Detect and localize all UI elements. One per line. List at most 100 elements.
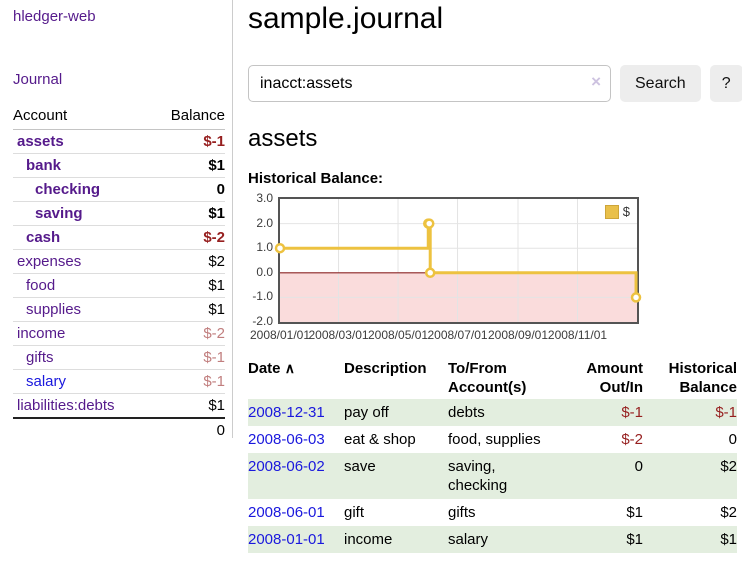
x-axis-tick-label: 2008/09/01 [487, 328, 549, 342]
account-row: assets $-1 [13, 129, 225, 154]
transaction-accounts: food, supplies [448, 431, 541, 448]
account-row: supplies $1 [13, 297, 225, 322]
account-heading: assets [248, 125, 318, 152]
register-row: 2008-06-03 eat & shop food, supplies $-2 0 [248, 426, 737, 453]
account-balance: $-2 [151, 225, 225, 250]
transaction-balance: $-1 [715, 404, 737, 421]
x-axis-tick-label: 2008/05/01 [367, 328, 429, 342]
transaction-description: save [344, 458, 376, 475]
chart-title: Historical Balance: [248, 170, 384, 187]
register-header-description: Description [344, 360, 427, 377]
transaction-amount: $1 [626, 531, 643, 548]
register-row: 2008-12-31 pay off debts $-1 $-1 [248, 399, 737, 426]
account-balance: $-1 [151, 129, 225, 154]
account-balance: $2 [151, 249, 225, 274]
account-link[interactable]: cash [26, 229, 61, 246]
account-row: salary $-1 [13, 369, 225, 394]
account-link[interactable]: salary [26, 373, 67, 390]
account-link[interactable]: checking [35, 181, 101, 198]
transaction-amount: $-2 [621, 431, 643, 448]
transaction-date-link[interactable]: 2008-06-03 [248, 431, 325, 448]
legend-label: $ [622, 204, 630, 219]
transaction-accounts: gifts [448, 504, 476, 521]
search-input[interactable] [248, 65, 611, 102]
y-axis-tick-label: 2.0 [256, 215, 273, 230]
register-row: 2008-06-02 save saving, checking 0 $2 [248, 453, 737, 499]
transaction-amount: $-1 [621, 404, 643, 421]
account-balance: $-1 [151, 345, 225, 370]
transaction-date-link[interactable]: 2008-06-02 [248, 458, 325, 475]
register-header-accounts: To/From Account(s) [448, 360, 527, 396]
transaction-balance: $2 [720, 504, 737, 521]
y-axis-tick-label: -1.0 [252, 289, 273, 304]
chart-legend: $ [602, 203, 632, 220]
register-header-balance: Historical Balance [668, 360, 737, 396]
main-content: sample.journal × Search ? assets Histori… [248, 0, 742, 553]
account-balance: $1 [151, 273, 225, 298]
legend-swatch-icon [604, 204, 619, 219]
account-link[interactable]: saving [35, 205, 83, 222]
y-axis-tick-label: 0.0 [256, 264, 273, 279]
sidebar: hledger-web Journal Account Balance asse… [0, 0, 233, 439]
account-balance: $1 [151, 153, 225, 178]
accounts-header-balance: Balance [151, 104, 225, 130]
transaction-date-link[interactable]: 2008-06-01 [248, 504, 325, 521]
transaction-description: income [344, 531, 393, 548]
account-link[interactable]: liabilities:debts [17, 397, 115, 414]
transaction-date-link[interactable]: 2008-01-01 [248, 531, 325, 548]
account-balance: $1 [151, 201, 225, 226]
account-link[interactable]: assets [17, 133, 64, 150]
brand-link[interactable]: hledger-web [13, 8, 96, 25]
transaction-balance: 0 [728, 431, 737, 448]
x-axis-tick-label: 2008/07/01 [427, 328, 488, 342]
account-row: gifts $-1 [13, 345, 225, 370]
sidebar-item-journal[interactable]: Journal [13, 71, 63, 88]
account-balance: $-1 [151, 369, 225, 394]
search-button[interactable]: Search [620, 65, 701, 102]
account-balance: $1 [151, 393, 225, 419]
register-row: 2008-01-01 income salary $1 $1 [248, 526, 737, 553]
chart-plot-area[interactable]: $ [274, 197, 642, 324]
accounts-header-account: Account [13, 104, 152, 130]
transaction-balance: $2 [720, 458, 737, 475]
account-row: income $-2 [13, 321, 225, 346]
register-header-date[interactable]: Date ∧ [248, 360, 295, 377]
account-row: food $1 [13, 273, 225, 298]
y-axis-tick-label: -2.0 [252, 314, 273, 328]
account-link[interactable]: gifts [26, 349, 54, 366]
clear-search-icon[interactable]: × [591, 72, 601, 91]
transaction-amount: $1 [626, 504, 643, 521]
transaction-date-link[interactable]: 2008-12-31 [248, 404, 325, 421]
x-axis-tick-label: 2008/01/01 [249, 328, 311, 342]
historical-balance-chart[interactable]: $3.0 2.0 1.0 0.0 -1.0 -2.0 2008/01/01 2008/03/0… [248, 191, 737, 342]
register-row: 2008-06-01 gift gifts $1 $2 [248, 499, 737, 526]
page-title: sample.journal [248, 2, 444, 35]
transaction-amount: 0 [634, 458, 643, 475]
sort-ascending-icon: ∧ [284, 360, 295, 376]
account-link[interactable]: supplies [26, 301, 82, 318]
accounts-total-value: 0 [216, 422, 225, 439]
account-balance: 0 [151, 177, 225, 202]
search-form: × Search ? [248, 65, 742, 102]
account-link[interactable]: income [17, 325, 66, 342]
transaction-accounts: saving, checking [448, 458, 508, 494]
account-link[interactable]: bank [26, 157, 62, 174]
account-row: saving $1 [13, 201, 225, 226]
x-axis-tick-label: 2008/03/01 [308, 328, 369, 342]
accounts-total-row: 0 [13, 418, 225, 442]
help-button[interactable]: ? [709, 65, 742, 102]
account-link[interactable]: expenses [17, 253, 82, 270]
account-row: expenses $2 [13, 249, 225, 274]
transaction-accounts: salary [448, 531, 489, 548]
account-row: checking 0 [13, 177, 225, 202]
transaction-description: gift [344, 504, 365, 521]
y-axis-tick-label: 1.0 [256, 240, 273, 255]
account-row: cash $-2 [13, 225, 225, 250]
register-header-amount: Amount Out/In [586, 360, 643, 396]
register-table: Date ∧ Description To/From Account(s) Am… [248, 357, 737, 553]
transaction-description: pay off [344, 404, 389, 421]
account-link[interactable]: food [26, 277, 56, 294]
account-row: liabilities:debts $1 [13, 393, 225, 419]
account-balance: $1 [151, 297, 225, 322]
